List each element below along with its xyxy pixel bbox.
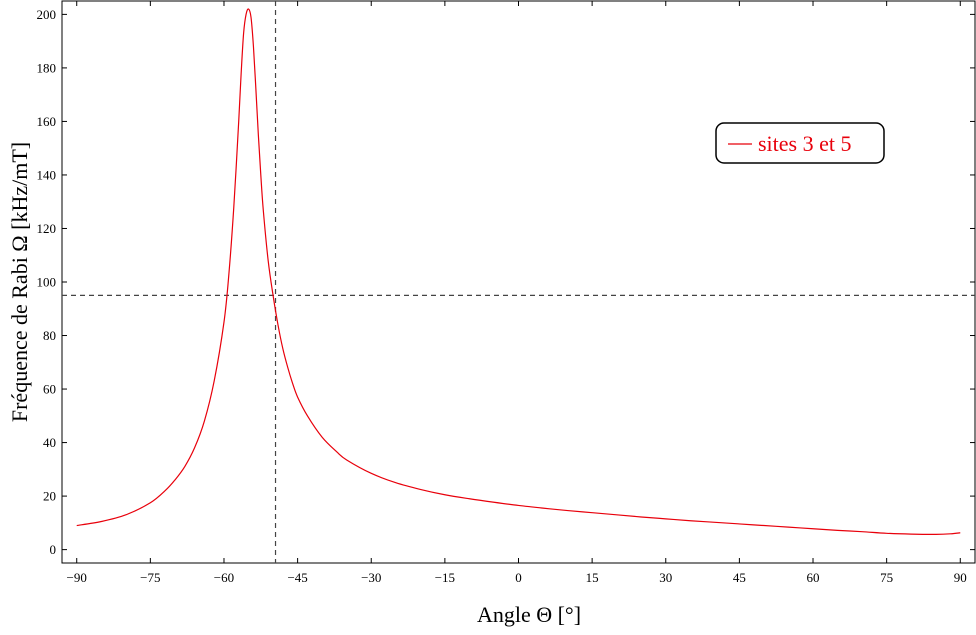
y-axis-ticks: 0 20 40 60 80 100 120 140 160 180 200	[37, 7, 975, 557]
legend: sites 3 et 5	[715, 122, 885, 164]
y-tick-label: 80	[43, 328, 56, 343]
x-tick-label: 60	[807, 570, 820, 585]
x-axis-ticks: −90 −75 −60 −45 −30 −15 0 15 30 45 60 75 90	[67, 1, 967, 585]
x-tick-label: 15	[586, 570, 599, 585]
y-tick-label: 40	[43, 435, 56, 450]
y-tick-label: 140	[37, 167, 57, 182]
y-axis-title: Fréquence de Rabi Ω [kHz/mT]	[7, 142, 32, 422]
y-tick-label: 100	[37, 275, 57, 290]
x-tick-label: 30	[659, 570, 672, 585]
x-tick-label: −75	[140, 570, 160, 585]
x-tick-label: −30	[361, 570, 381, 585]
x-tick-label: 90	[954, 570, 967, 585]
series-layer	[76, 8, 961, 535]
x-tick-label: −15	[435, 570, 455, 585]
x-tick-label: 0	[515, 570, 522, 585]
plot-frame	[61, 0, 976, 564]
y-tick-label: 160	[37, 114, 57, 129]
x-tick-label: −90	[67, 570, 87, 585]
series-line	[76, 8, 961, 535]
y-tick-label: 180	[37, 60, 57, 75]
y-tick-label: 60	[43, 382, 56, 397]
x-tick-label: −45	[287, 570, 307, 585]
x-tick-label: 75	[880, 570, 893, 585]
legend-box	[715, 122, 885, 164]
y-tick-label: 200	[37, 7, 57, 22]
x-tick-label: 45	[733, 570, 746, 585]
y-tick-label: 0	[50, 542, 57, 557]
y-tick-label: 120	[37, 221, 57, 236]
y-tick-label: 20	[43, 489, 56, 504]
x-axis-title: Angle Θ [°]	[477, 602, 581, 627]
legend-label: sites 3 et 5	[758, 131, 852, 156]
x-tick-label: −60	[214, 570, 234, 585]
